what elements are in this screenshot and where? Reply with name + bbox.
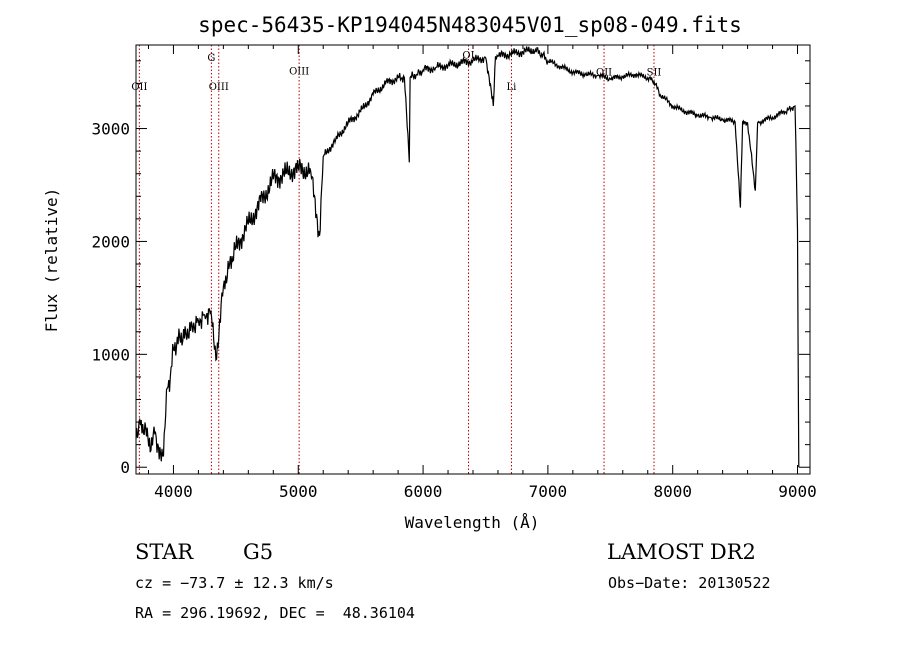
plot-frame	[135, 44, 811, 475]
x-tick-label: 9000	[778, 482, 817, 501]
chart-title: spec-56435-KP194045N483045V01_sp08-049.f…	[198, 13, 742, 37]
y-axis-label: Flux (relative)	[42, 188, 61, 333]
spectral-line-markers: OII G OIII OIII OI Li OII SII	[131, 45, 661, 474]
spectral-line-label: SII	[647, 67, 662, 78]
x-axis-label: Wavelength (Å)	[405, 513, 540, 532]
y-tick-label: 0	[120, 458, 130, 477]
spectral-line-label: OI	[462, 51, 474, 62]
coordinates: RA = 296.19692, DEC = 48.36104	[135, 604, 415, 622]
y-tick-label: 2000	[91, 232, 130, 251]
spectral-line-label: OIII	[209, 82, 229, 93]
object-subclass: G5	[243, 540, 274, 564]
y-tick-label: 3000	[91, 120, 130, 139]
x-tick-label: 6000	[404, 482, 443, 501]
y-tick-label: 1000	[91, 345, 130, 364]
x-tick-label: 7000	[529, 482, 568, 501]
axis-ticks: 4000 5000 6000 7000 8000 9000 0 1000 2000 3000	[91, 45, 817, 501]
survey-name: LAMOST DR2	[607, 540, 756, 564]
object-class: STAR	[135, 540, 194, 564]
redshift-velocity: cz = −73.7 ± 12.3 km/s	[135, 574, 334, 592]
x-tick-label: 4000	[154, 482, 193, 501]
spectral-line-label: G	[207, 53, 215, 64]
spectral-line-label: OII	[596, 67, 612, 78]
spectral-line-label: OIII	[289, 66, 309, 77]
x-tick-label: 8000	[653, 482, 692, 501]
spectral-line-label: Li	[507, 82, 517, 93]
x-tick-label: 5000	[279, 482, 318, 501]
observation-date: Obs−Date: 20130522	[608, 574, 771, 592]
spectrum-series-line	[135, 46, 800, 468]
spectral-line-label: OII	[131, 82, 147, 93]
